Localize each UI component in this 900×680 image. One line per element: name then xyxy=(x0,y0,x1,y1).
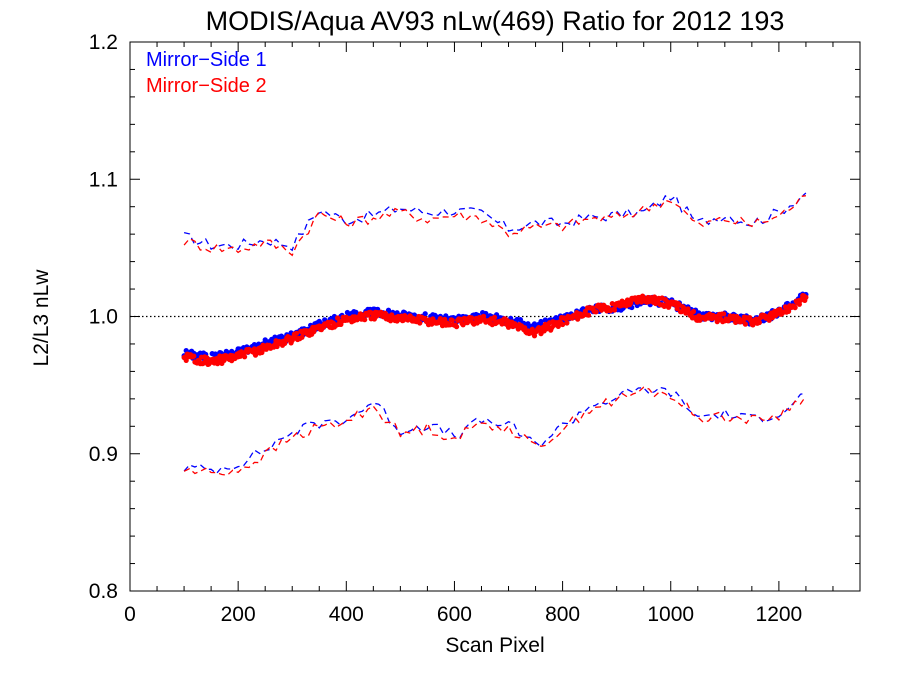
x-tick-label: 600 xyxy=(437,603,472,626)
series-2-point xyxy=(560,321,566,328)
series-2-point xyxy=(454,324,460,330)
y-tick-label: 0.9 xyxy=(89,443,118,466)
x-axis-label: Scan Pixel xyxy=(445,634,544,657)
series-2-point xyxy=(362,317,368,323)
x-tick-label: 1000 xyxy=(647,603,694,626)
series-2-point xyxy=(721,311,727,317)
series-2-point xyxy=(555,323,561,329)
y-tick-label: 0.8 xyxy=(89,580,118,603)
series-2-point xyxy=(191,353,197,359)
series-2-point xyxy=(796,301,803,307)
series-2-upper-line xyxy=(183,195,806,257)
series-2-point xyxy=(242,354,248,360)
series-2-point xyxy=(756,319,763,326)
y-tick-label: 1.1 xyxy=(89,168,118,191)
y-tick-label: 1.2 xyxy=(89,31,118,54)
x-tick-label: 0 xyxy=(124,603,136,626)
series-2-point xyxy=(628,300,634,306)
series-2-point xyxy=(733,319,739,325)
series-2-point xyxy=(299,334,305,340)
series-2-point xyxy=(593,309,599,315)
series-2-point xyxy=(786,308,792,314)
series-1-point xyxy=(422,311,428,317)
series-2-point xyxy=(293,330,300,336)
chart-title: MODIS/Aqua AV93 nLw(469) Ratio for 2012 … xyxy=(206,6,785,36)
x-tick-label: 800 xyxy=(545,603,580,626)
x-tick-label: 400 xyxy=(329,603,364,626)
series-2-point xyxy=(437,316,443,322)
plot-area: 0 200 400 600 800 1000 1200 0.8 0.9 1.0 1.1 1.2 Mirr… xyxy=(89,31,861,626)
series-2-point xyxy=(417,320,423,326)
series-2-lower-line xyxy=(183,386,807,476)
series-group-2 xyxy=(181,195,809,476)
series-2-point xyxy=(690,308,697,315)
series-2-point xyxy=(469,315,475,321)
series-2-point xyxy=(564,320,570,326)
series-2-point xyxy=(522,325,528,331)
series-2-point xyxy=(585,312,592,318)
series-1-lower-line xyxy=(183,386,806,475)
legend-entry-1: Mirror−Side 1 xyxy=(146,49,267,71)
legend-entry-2: Mirror−Side 2 xyxy=(146,75,267,97)
series-2-point xyxy=(792,305,798,311)
series-2-point xyxy=(803,294,809,300)
series-1-upper-line xyxy=(183,192,807,252)
series-2-point xyxy=(750,322,756,328)
series-1-point xyxy=(531,321,538,327)
series-2-point xyxy=(674,306,680,312)
series-2-point xyxy=(491,314,498,320)
series-group-1 xyxy=(181,192,809,475)
series-2-point xyxy=(611,307,618,313)
x-tick-label: 1200 xyxy=(756,603,803,626)
series-2-point xyxy=(742,321,749,327)
series-2-point xyxy=(449,317,455,323)
y-tick-label: 1.0 xyxy=(89,306,118,329)
x-tick-label: 200 xyxy=(221,603,256,626)
y-axis-label: L2/L3 nLw xyxy=(30,269,53,367)
series-2-point xyxy=(774,311,780,318)
